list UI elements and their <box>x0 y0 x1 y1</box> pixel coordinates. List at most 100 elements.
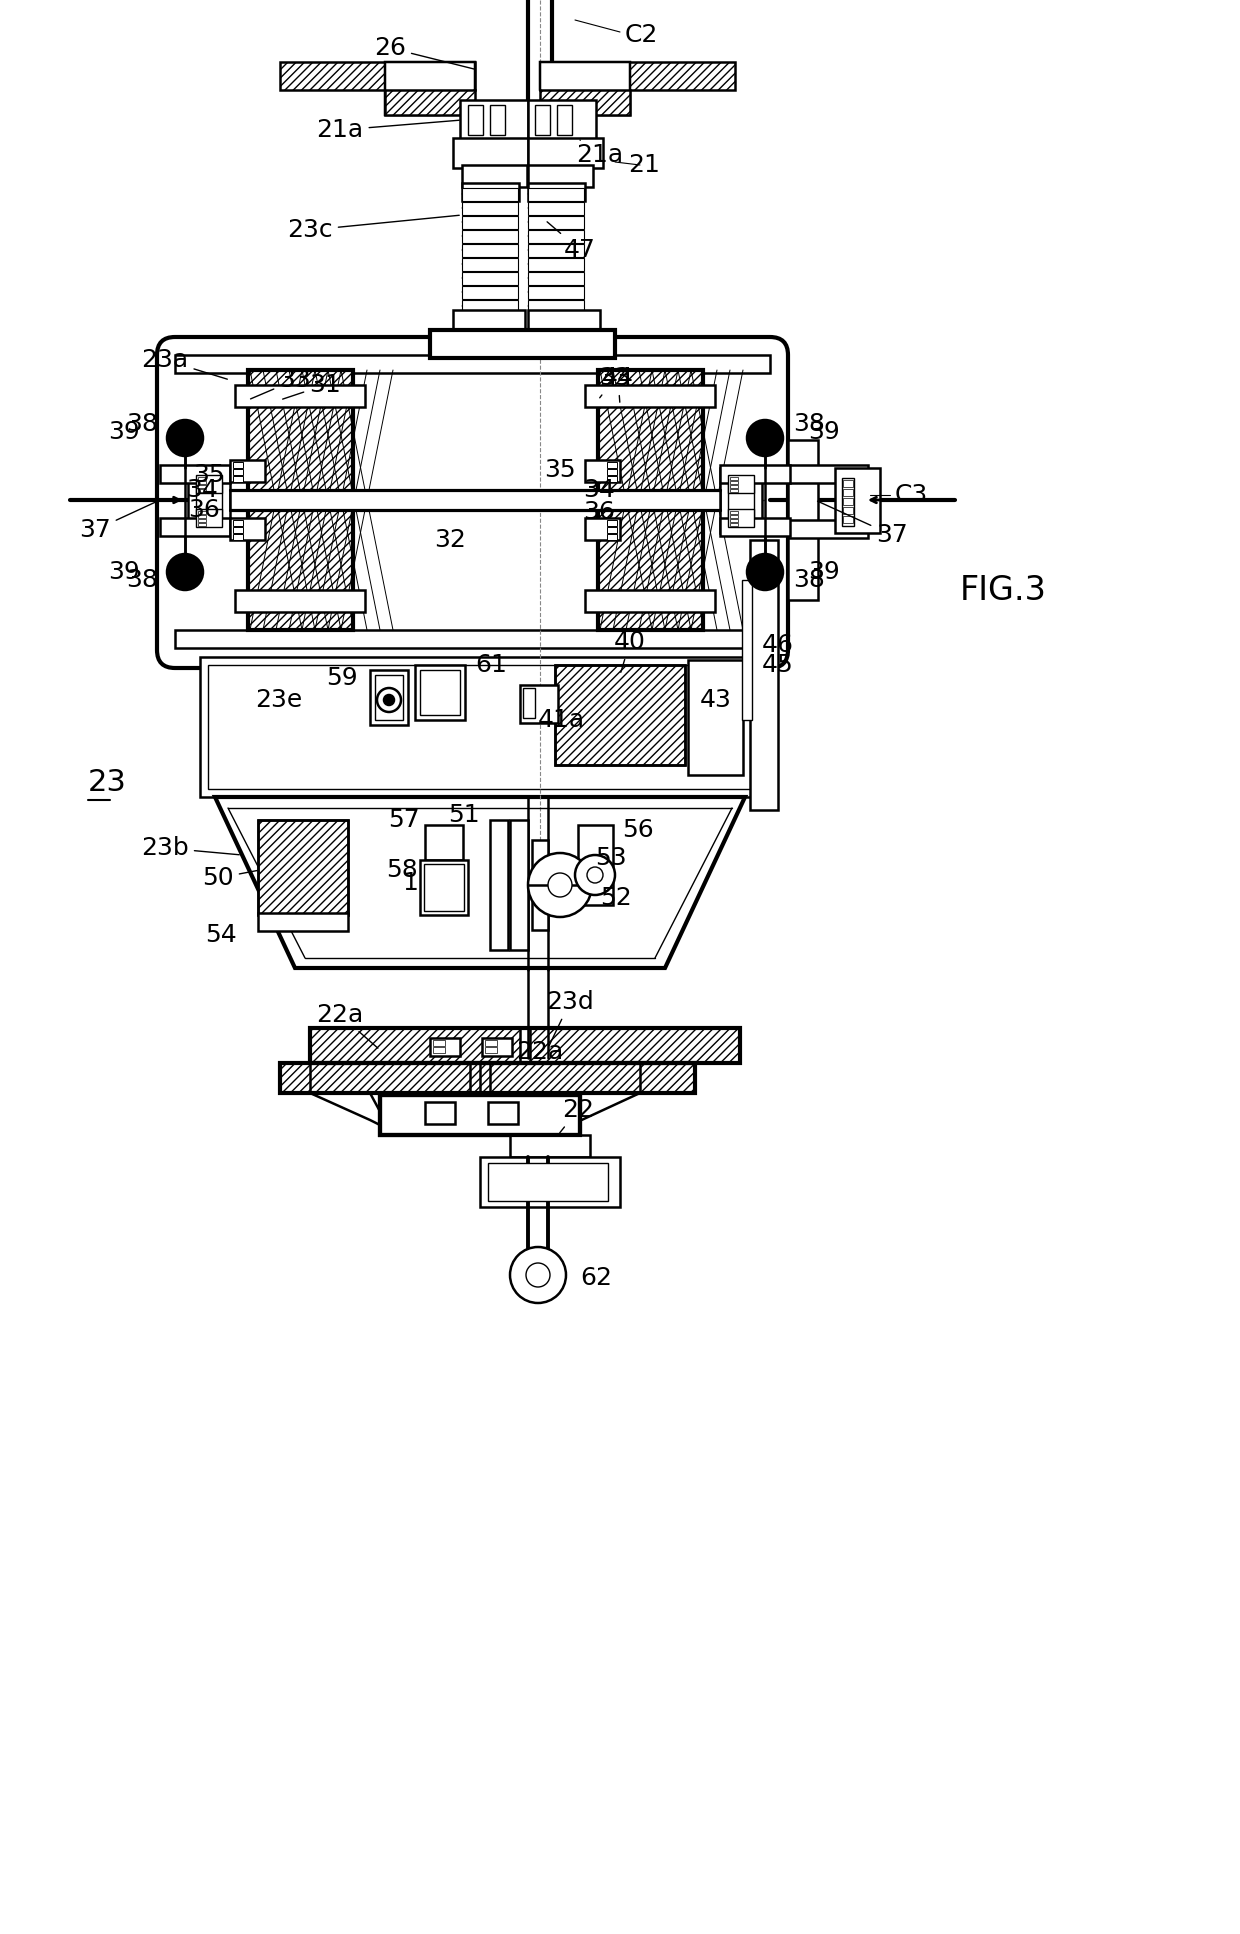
Bar <box>430 331 615 358</box>
Bar <box>556 665 684 766</box>
Bar <box>258 913 348 930</box>
Bar <box>280 1064 694 1093</box>
Text: FIG.3: FIG.3 <box>960 574 1047 607</box>
Bar <box>730 511 738 514</box>
Text: 47: 47 <box>547 222 596 261</box>
Text: 39: 39 <box>108 420 140 445</box>
Bar <box>463 188 518 201</box>
Bar <box>528 164 593 188</box>
Text: 31: 31 <box>283 373 341 398</box>
Text: 40: 40 <box>614 630 646 673</box>
Polygon shape <box>539 62 630 114</box>
Bar <box>463 164 527 188</box>
Text: 43: 43 <box>701 689 732 712</box>
Text: 41a: 41a <box>538 708 585 731</box>
Bar <box>528 244 584 257</box>
Bar <box>528 217 584 228</box>
Circle shape <box>548 872 572 897</box>
Bar <box>424 864 464 911</box>
Bar <box>198 518 206 522</box>
Bar <box>175 356 770 373</box>
Circle shape <box>167 553 203 590</box>
Bar <box>490 1095 580 1135</box>
Bar <box>196 509 222 526</box>
Bar <box>420 669 460 716</box>
Bar <box>453 137 528 168</box>
Text: 37: 37 <box>817 501 908 547</box>
Bar <box>528 286 584 300</box>
Bar <box>463 257 518 271</box>
Bar <box>728 509 754 526</box>
Bar <box>528 257 584 271</box>
Bar <box>688 659 743 776</box>
Bar <box>188 468 229 534</box>
Text: 46: 46 <box>763 632 794 658</box>
Circle shape <box>526 1263 551 1286</box>
Bar <box>720 464 790 484</box>
Bar <box>310 1029 520 1064</box>
Text: 50: 50 <box>202 866 257 890</box>
Bar <box>528 230 584 244</box>
Text: 45: 45 <box>763 654 794 677</box>
Text: 1: 1 <box>402 870 418 895</box>
Bar <box>233 462 243 468</box>
Bar <box>160 464 229 484</box>
Bar <box>198 482 206 484</box>
Bar <box>480 1064 694 1093</box>
Text: 53: 53 <box>595 845 626 870</box>
Bar <box>236 385 365 406</box>
Text: 38: 38 <box>794 412 825 435</box>
Bar <box>720 468 763 534</box>
Bar <box>463 217 518 228</box>
Bar <box>520 685 558 723</box>
Text: 21: 21 <box>627 153 660 178</box>
Bar <box>598 369 703 630</box>
Bar <box>556 665 684 766</box>
Text: 35: 35 <box>544 458 577 482</box>
Bar <box>415 665 465 719</box>
Bar <box>730 489 738 491</box>
Text: 36: 36 <box>583 501 615 524</box>
Bar <box>208 665 756 789</box>
Bar <box>585 460 620 482</box>
Bar <box>489 1162 608 1201</box>
Bar <box>233 476 243 482</box>
Bar <box>370 669 408 725</box>
Bar <box>374 675 403 719</box>
Circle shape <box>510 1247 565 1304</box>
Text: 39: 39 <box>808 561 839 584</box>
Bar <box>463 184 520 201</box>
Bar <box>534 104 551 135</box>
Text: 32: 32 <box>434 528 466 551</box>
Bar <box>198 514 206 518</box>
Text: 44: 44 <box>601 366 634 402</box>
Bar <box>196 476 222 526</box>
Text: 23a: 23a <box>141 348 227 379</box>
Bar <box>835 468 880 534</box>
Text: 54: 54 <box>206 923 237 948</box>
Text: 34: 34 <box>583 478 615 503</box>
Bar <box>248 369 353 630</box>
Text: 22a: 22a <box>510 1040 564 1066</box>
Bar <box>463 230 518 244</box>
Bar <box>310 1064 470 1093</box>
Text: 34: 34 <box>186 478 218 503</box>
Bar <box>608 476 618 482</box>
Text: 61: 61 <box>475 654 507 677</box>
Bar <box>200 658 765 797</box>
Bar <box>843 497 853 505</box>
Bar <box>598 369 703 630</box>
Bar <box>463 244 518 257</box>
Bar <box>510 820 528 950</box>
Text: 37: 37 <box>79 501 157 542</box>
Text: 35: 35 <box>193 462 224 487</box>
Bar <box>585 518 620 540</box>
Bar <box>528 188 584 201</box>
Bar <box>480 1157 620 1207</box>
Bar <box>539 91 630 114</box>
Bar <box>843 516 853 522</box>
Bar <box>742 580 751 719</box>
Bar <box>523 689 534 718</box>
Bar <box>236 590 365 611</box>
Bar <box>379 1095 580 1135</box>
